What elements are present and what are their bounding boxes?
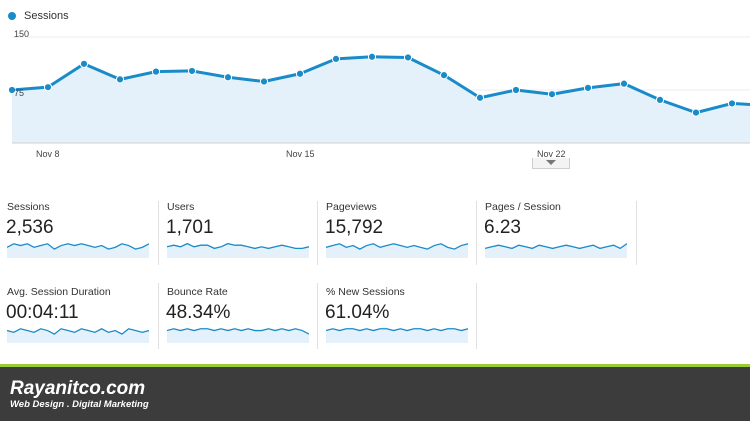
data-point[interactable] [223, 73, 233, 82]
chart-legend: Sessions [8, 10, 69, 22]
data-point[interactable] [367, 52, 377, 61]
sparkline-line [326, 243, 468, 250]
metric-value: 2,536 [6, 217, 54, 238]
metric-sparkline [7, 243, 149, 258]
legend-label: Sessions [24, 10, 69, 22]
divider [636, 201, 637, 265]
x-tick-label: Nov 15 [286, 149, 315, 159]
metric-label: Bounce Rate [167, 286, 228, 298]
metric-card-pages-per-session[interactable]: Pages / Session 6.23 [478, 197, 630, 352]
chevron-down-icon [546, 160, 556, 165]
divider [158, 201, 159, 265]
data-point[interactable] [511, 85, 521, 95]
metric-label: Avg. Session Duration [7, 286, 111, 298]
data-point[interactable] [619, 79, 629, 88]
sparkline-line [7, 243, 149, 250]
data-point[interactable] [403, 53, 413, 62]
sparkline-line [485, 243, 627, 250]
data-point[interactable] [7, 85, 17, 95]
metric-card-users[interactable]: Users 1,701 [160, 197, 312, 352]
data-point[interactable] [43, 83, 53, 92]
metric-value: 1,701 [166, 217, 214, 238]
footer-accent-line [0, 364, 750, 367]
data-point[interactable] [475, 93, 485, 102]
chart-scroll-toggle[interactable] [532, 158, 570, 169]
divider [317, 283, 318, 349]
sparkline-line [167, 328, 309, 335]
sessions-area-fill [12, 56, 750, 143]
metric-sparkline [167, 242, 309, 258]
x-tick-label: Nov 22 [537, 149, 566, 159]
data-point[interactable] [331, 54, 341, 64]
metric-value: 00:04:11 [6, 302, 79, 323]
sessions-line-chart[interactable]: 150 75 Nov 8 Nov 15 Nov 22 [0, 0, 750, 170]
metric-sparkline [167, 328, 309, 343]
data-point[interactable] [655, 95, 665, 104]
metric-value: 61.04% [325, 302, 390, 323]
divider [476, 283, 477, 349]
sessions-series-line [11, 55, 750, 115]
footer-banner [0, 364, 750, 421]
data-point[interactable] [259, 77, 269, 86]
metric-value: 15,792 [325, 217, 384, 238]
metric-value: 6.23 [484, 217, 521, 238]
metric-label: Pages / Session [485, 201, 561, 213]
divider [476, 201, 477, 265]
sparkline-area [326, 328, 468, 343]
data-point[interactable] [151, 67, 161, 76]
data-point[interactable] [79, 59, 89, 68]
divider [158, 283, 159, 349]
metric-card-avg-session-duration[interactable]: Avg. Session Duration 00:04:11 [0, 282, 152, 437]
legend-dot-icon [8, 12, 16, 20]
sparkline-area [326, 243, 468, 258]
brand-tagline: Web Design . Digital Marketing [10, 399, 149, 410]
metric-card-new-sessions[interactable]: % New Sessions 61.04% [319, 282, 471, 437]
y-tick-label: 150 [14, 29, 29, 39]
sessions-chart-panel: 150 75 Nov 8 Nov 15 Nov 22 Sessions [0, 0, 750, 170]
brand-logo-text[interactable]: Rayanitco.com [10, 378, 146, 399]
metric-card-sessions[interactable]: Sessions 2,536 [0, 197, 152, 352]
sparkline-line [326, 328, 468, 332]
data-point[interactable] [115, 75, 125, 84]
sparkline-area [485, 243, 627, 258]
data-point[interactable] [583, 83, 593, 92]
metric-sparkline [326, 243, 468, 258]
sparkline-line [167, 242, 309, 250]
metric-sparkline [7, 328, 149, 343]
metric-value: 48.34% [166, 302, 231, 323]
x-tick-label: Nov 8 [36, 149, 60, 159]
data-point[interactable] [547, 90, 557, 99]
data-point[interactable] [295, 69, 305, 78]
sparkline-area [7, 243, 149, 258]
divider [317, 201, 318, 265]
metric-label: % New Sessions [326, 286, 405, 298]
metric-card-bounce-rate[interactable]: Bounce Rate 48.34% [160, 282, 312, 437]
data-point[interactable] [439, 71, 449, 80]
metric-card-pageviews[interactable]: Pageviews 15,792 [319, 197, 471, 352]
y-tick-label: 75 [14, 88, 24, 98]
data-point[interactable] [727, 99, 737, 108]
metric-label: Pageviews [326, 201, 377, 213]
metric-label: Sessions [7, 201, 50, 213]
data-point[interactable] [187, 66, 197, 76]
sparkline-area [7, 328, 149, 343]
sparkline-area [167, 328, 309, 343]
data-point[interactable] [691, 108, 701, 117]
sparkline-line [7, 328, 149, 335]
metric-sparkline [485, 243, 627, 258]
metric-sparkline [326, 328, 468, 343]
metric-label: Users [167, 201, 195, 213]
